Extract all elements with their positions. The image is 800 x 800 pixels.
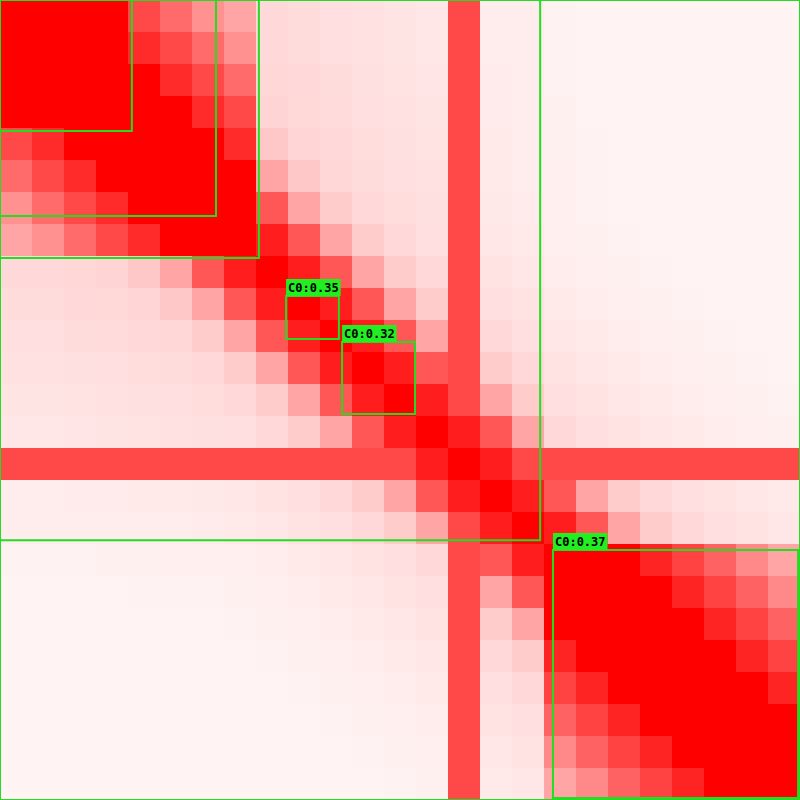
svg-text:C0:0.35: C0:0.35 [288,281,339,295]
svg-text:C0:0.37: C0:0.37 [555,535,606,549]
svg-text:C0:0.32: C0:0.32 [344,327,395,341]
